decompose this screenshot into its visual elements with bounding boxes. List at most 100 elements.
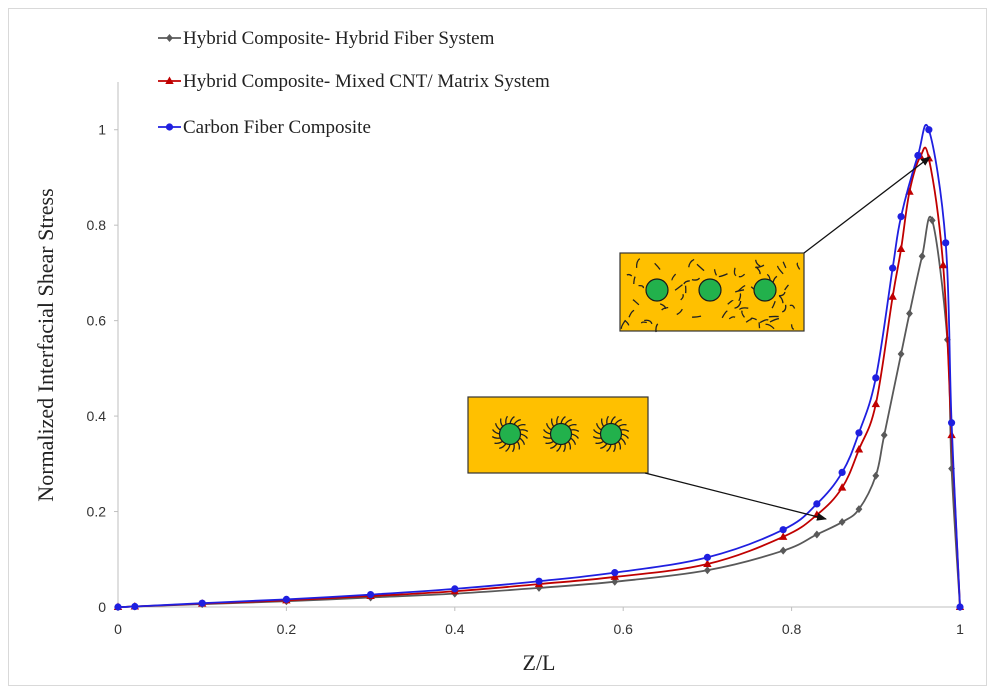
data-point: [704, 566, 711, 575]
cnt-stroke: [632, 299, 640, 306]
cnt-stroke: [640, 321, 647, 324]
data-point: [114, 603, 122, 611]
legend-swatch-marker: [166, 34, 173, 42]
data-point: [942, 239, 950, 247]
x-tick-label: 0.6: [613, 621, 633, 637]
cnt-stroke: [733, 267, 737, 277]
cnt-stroke: [633, 276, 636, 285]
legend-swatch-marker: [165, 76, 174, 84]
fiber-circle: [753, 278, 777, 302]
cnt-stroke: [789, 304, 796, 309]
cnt-stroke: [721, 310, 728, 319]
data-point: [837, 483, 847, 491]
cnt-stroke: [759, 319, 769, 324]
y-tick-label: 0: [98, 599, 106, 615]
data-point: [535, 577, 543, 585]
legend-item: Hybrid Composite- Hybrid Fiber System: [158, 28, 495, 49]
cnt-stroke: [778, 295, 784, 304]
fiber-circle: [698, 278, 722, 302]
y-tick-label: 1: [98, 122, 106, 138]
cnt-stroke: [738, 293, 742, 302]
cnt-stroke: [713, 269, 718, 276]
data-point: [198, 599, 206, 607]
x-tick-label: 0.4: [445, 621, 465, 637]
inset-mixed-cnt-matrix-illustration: [619, 252, 805, 333]
cnt-stroke: [683, 280, 690, 285]
legend-item: Carbon Fiber Composite: [158, 117, 371, 138]
cnt-stroke: [727, 299, 734, 305]
data-point: [956, 603, 964, 611]
cnt-stroke: [738, 285, 746, 292]
data-point: [896, 244, 906, 253]
arrow-to-hybrid-curve: [644, 472, 827, 521]
cnt-stroke: [692, 315, 702, 318]
data-point: [778, 532, 788, 540]
series-line: [117, 146, 961, 608]
data-point: [889, 264, 897, 272]
data-point: [906, 309, 913, 318]
data-point: [779, 526, 787, 534]
x-tick-label: 0.8: [782, 621, 802, 637]
cnt-stroke: [769, 317, 780, 323]
data-point: [779, 546, 787, 555]
legend-label: Hybrid Composite- Hybrid Fiber System: [183, 28, 495, 49]
axes: [117, 82, 960, 608]
hybrid-fibers: [491, 415, 630, 453]
y-axis-title: Normalized Interfacial Shear Stress: [33, 188, 58, 501]
cnt-grafted-fiber: [542, 415, 580, 453]
legend-label: Carbon Fiber Composite: [183, 117, 371, 138]
cnt-stroke: [628, 309, 635, 318]
chart-frame: [8, 8, 987, 686]
fiber-circle: [645, 278, 669, 302]
fiber-circle: [599, 422, 623, 446]
legend-item: Hybrid Composite- Mixed CNT/ Matrix Syst…: [158, 71, 550, 92]
cnt-stroke: [659, 303, 667, 310]
cnt-stroke: [635, 258, 641, 268]
data-point: [855, 429, 863, 437]
data-point: [131, 602, 139, 611]
series-2: [113, 146, 965, 610]
x-tick-label: 0: [114, 621, 122, 637]
cnt-stroke: [680, 293, 684, 301]
cnt-stroke: [755, 266, 761, 275]
cnt-stroke: [734, 300, 742, 309]
cnt-stroke: [796, 262, 801, 270]
cnt-stroke: [784, 284, 789, 291]
cnt-stroke: [691, 277, 701, 281]
x-tick-label: 0.2: [277, 621, 297, 637]
arrow-to-mixed-curve: [803, 156, 931, 254]
series-layer: [113, 124, 965, 611]
data-point: [928, 216, 936, 225]
cnt-stroke: [674, 284, 683, 291]
cnt-stroke: [676, 308, 683, 316]
series-3: [114, 124, 964, 611]
y-tick-labels: 0 0.2 0.4 0.6 0.8 1: [87, 122, 118, 615]
cnt-stroke: [777, 265, 784, 275]
cnt-stroke: [772, 275, 778, 283]
y-tick-label: 0.4: [87, 408, 107, 424]
cnt-grafted-fiber: [592, 415, 630, 453]
cnt-stroke: [734, 289, 745, 293]
data-point: [880, 431, 888, 440]
cnt-stroke: [782, 261, 787, 269]
data-point: [838, 468, 846, 477]
cnt-stroke: [755, 259, 761, 267]
data-point: [938, 260, 948, 269]
legend: Hybrid Composite- Hybrid Fiber System Hyb…: [158, 28, 550, 138]
cnt-stroke: [741, 310, 746, 318]
cnt-stroke: [696, 263, 705, 272]
cnt-stroke: [620, 319, 627, 330]
data-point: [872, 471, 880, 480]
fiber-circle: [498, 422, 522, 446]
cnt-stroke: [654, 262, 661, 270]
series-line: [117, 124, 961, 608]
cnt-stroke: [718, 273, 728, 278]
legend-label: Hybrid Composite- Mixed CNT/ Matrix Syst…: [183, 71, 550, 92]
data-point: [947, 419, 956, 427]
data-point: [838, 518, 846, 527]
data-point: [855, 505, 863, 514]
cnt-stroke: [638, 284, 645, 289]
data-point: [813, 530, 821, 539]
data-point: [703, 559, 712, 568]
